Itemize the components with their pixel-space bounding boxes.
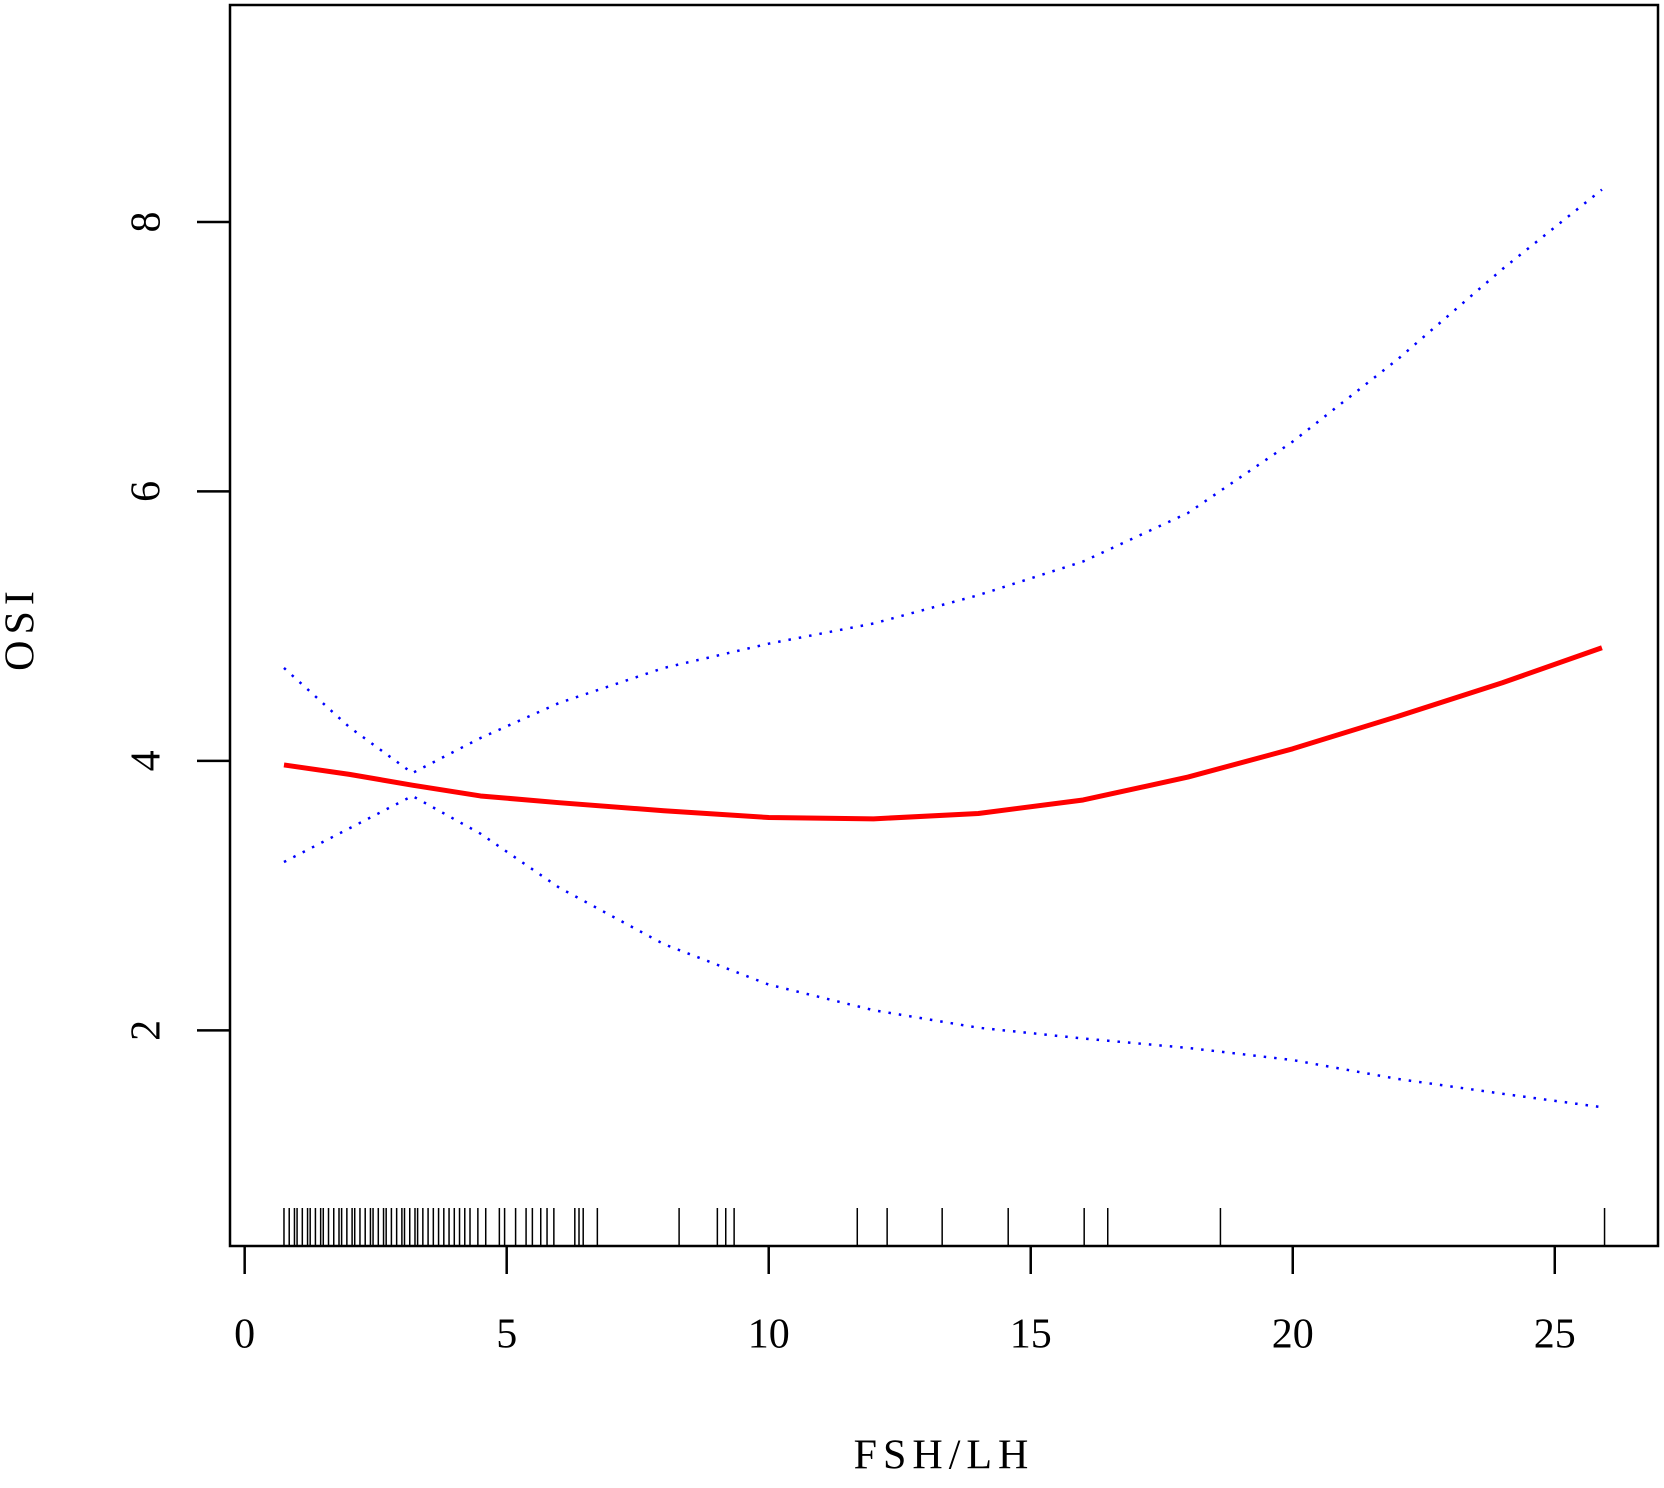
- y-axis-label: OSI: [0, 585, 44, 671]
- x-tick-label: 10: [748, 1312, 790, 1358]
- x-axis-label: FSH/LH: [854, 1433, 1035, 1479]
- confidence-line: [283, 794, 1603, 1109]
- fit-line: [283, 645, 1603, 822]
- y-tick-label: 4: [124, 750, 170, 771]
- y-tick-label: 2: [124, 1020, 170, 1041]
- confidence-line: [283, 188, 1603, 775]
- plot-box: [228, 3, 1660, 1248]
- x-tick-label: 25: [1534, 1312, 1576, 1358]
- x-tick-label: 0: [234, 1312, 255, 1358]
- y-tick-label: 6: [124, 481, 170, 502]
- x-tick-label: 20: [1272, 1312, 1314, 1358]
- x-tick-label: 15: [1010, 1312, 1052, 1358]
- y-tick-label: 8: [124, 211, 170, 232]
- x-tick-label: 5: [496, 1312, 517, 1358]
